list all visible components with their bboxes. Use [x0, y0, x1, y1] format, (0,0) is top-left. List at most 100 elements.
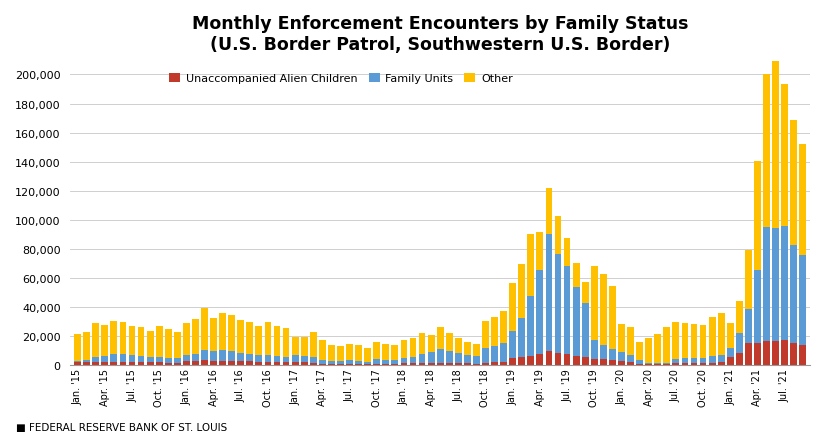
Bar	[365, 362, 371, 364]
Bar	[709, 363, 715, 365]
Bar	[754, 161, 761, 270]
Bar	[464, 355, 471, 364]
Bar	[436, 349, 444, 363]
Bar	[337, 364, 344, 365]
Bar	[545, 351, 553, 365]
Bar	[654, 335, 661, 364]
Bar	[129, 355, 135, 362]
Bar	[500, 311, 507, 344]
Bar	[627, 362, 634, 365]
Bar	[591, 359, 597, 365]
Bar	[645, 363, 652, 365]
Bar	[573, 288, 579, 356]
Bar	[374, 342, 380, 360]
Bar	[92, 357, 99, 362]
Bar	[736, 301, 742, 333]
Bar	[219, 361, 226, 365]
Bar	[391, 364, 398, 365]
Bar	[527, 356, 535, 365]
Bar	[120, 322, 126, 355]
Bar	[238, 320, 244, 353]
Bar	[672, 364, 679, 365]
Bar	[509, 331, 516, 358]
Bar	[545, 188, 553, 235]
Bar	[772, 62, 779, 228]
Bar	[518, 318, 526, 358]
Bar	[790, 245, 797, 344]
Bar	[518, 265, 526, 318]
Bar	[799, 145, 806, 255]
Bar	[292, 355, 299, 362]
Bar	[754, 343, 761, 365]
Bar	[256, 362, 262, 365]
Bar	[356, 361, 362, 364]
Bar	[83, 360, 90, 362]
Bar	[111, 355, 117, 362]
Bar	[328, 361, 335, 364]
Bar	[274, 356, 281, 362]
Bar	[482, 349, 489, 363]
Bar	[591, 340, 597, 359]
Bar	[229, 352, 235, 361]
Bar	[636, 342, 643, 360]
Bar	[790, 120, 797, 245]
Bar	[709, 356, 715, 363]
Bar	[201, 360, 208, 365]
Bar	[745, 251, 752, 309]
Bar	[518, 358, 526, 365]
Bar	[672, 359, 679, 364]
Bar	[383, 360, 389, 364]
Title: Monthly Enforcement Encounters by Family Status
(U.S. Border Patrol, Southwester: Monthly Enforcement Encounters by Family…	[192, 15, 688, 54]
Bar	[192, 319, 199, 354]
Bar	[328, 364, 335, 365]
Bar	[147, 357, 153, 362]
Bar	[554, 217, 561, 254]
Bar	[473, 356, 480, 364]
Bar	[427, 363, 435, 365]
Bar	[92, 362, 99, 365]
Bar	[183, 323, 190, 355]
Bar	[473, 364, 480, 365]
Bar	[92, 323, 99, 357]
Bar	[138, 356, 144, 362]
Bar	[138, 362, 144, 365]
Bar	[645, 338, 652, 363]
Bar	[663, 327, 670, 363]
Bar	[247, 322, 253, 354]
Bar	[600, 274, 606, 345]
Bar	[201, 308, 208, 350]
Bar	[292, 362, 299, 365]
Bar	[83, 333, 90, 360]
Bar	[147, 332, 153, 357]
Bar	[256, 326, 262, 355]
Bar	[554, 254, 561, 353]
Bar	[74, 362, 81, 365]
Bar	[319, 360, 326, 364]
Bar	[573, 356, 579, 365]
Bar	[718, 355, 724, 362]
Bar	[310, 357, 317, 363]
Bar	[101, 326, 108, 356]
Bar	[754, 270, 761, 343]
Bar	[446, 363, 453, 365]
Bar	[409, 357, 417, 363]
Bar	[527, 234, 535, 296]
Bar	[781, 85, 788, 227]
Bar	[636, 360, 643, 364]
Bar	[283, 329, 290, 357]
Bar	[83, 362, 90, 365]
Bar	[464, 342, 471, 355]
Bar	[600, 359, 606, 365]
Bar	[727, 323, 733, 348]
Bar	[346, 364, 353, 365]
Bar	[536, 270, 544, 355]
Bar	[219, 351, 226, 361]
Bar	[356, 364, 362, 365]
Bar	[74, 335, 81, 361]
Bar	[563, 267, 570, 354]
Bar	[781, 227, 788, 340]
Bar	[455, 353, 462, 363]
Bar	[790, 344, 797, 365]
Bar	[111, 362, 117, 365]
Bar	[192, 354, 199, 361]
